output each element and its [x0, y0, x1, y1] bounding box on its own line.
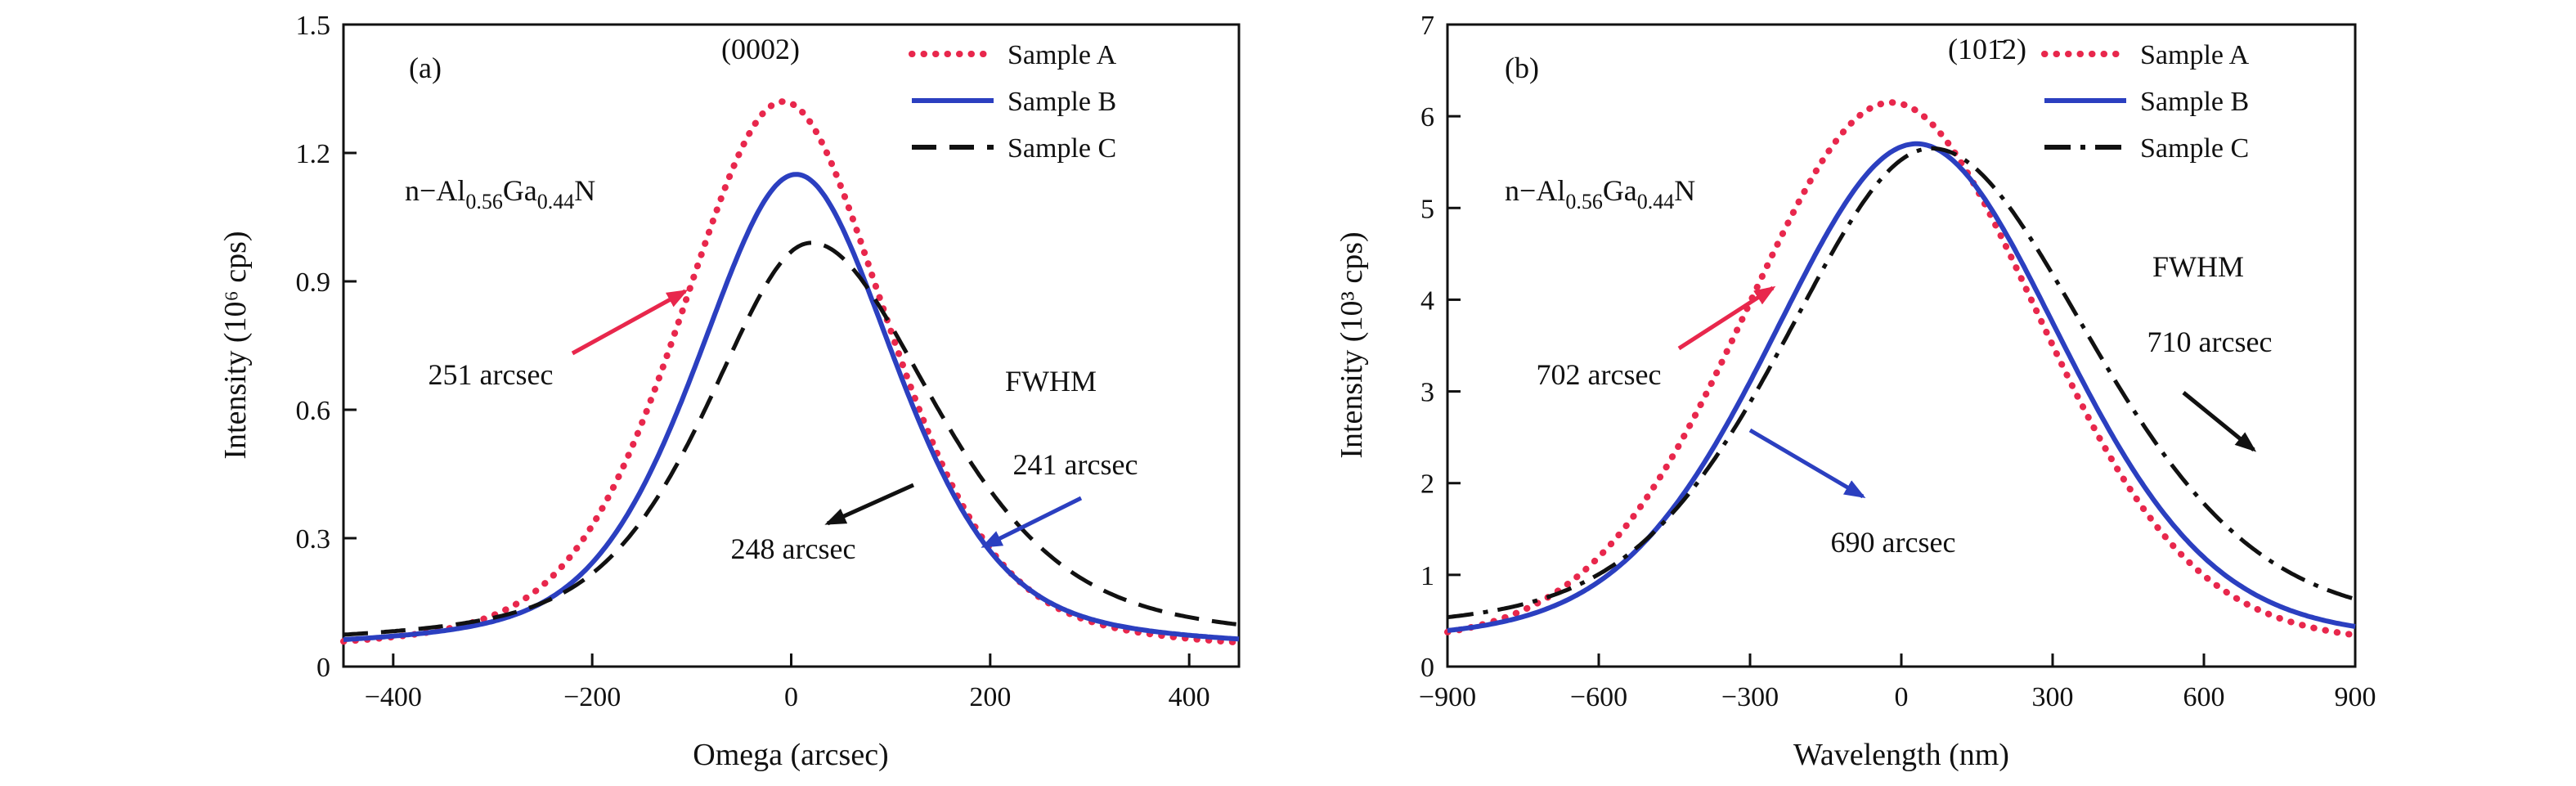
- y-tick-label: 1.5: [296, 11, 331, 41]
- legend-label-sample-a: Sample A: [1008, 40, 1117, 70]
- y-axis-title: Intensity (10⁶ cps): [218, 231, 253, 459]
- curves-layer: [340, 98, 1242, 646]
- x-tick-label: 900: [2335, 682, 2376, 712]
- reflection-label: (101̄2): [1948, 33, 2026, 65]
- y-tick-label: 0.3: [296, 524, 331, 555]
- curve-sample-c: [343, 240, 1240, 637]
- legend: Sample A Sample B Sample C: [2041, 40, 2250, 164]
- axes-layer: −400 −200 0 200 400 0 0.3 0.6 0.9 1.2 1.5: [296, 11, 1210, 712]
- fwhm-title: FWHM: [2152, 250, 2244, 283]
- x-tick-label: −600: [1570, 682, 1627, 712]
- fwhm-arrow-sample-c: [2182, 391, 2257, 452]
- fwhm-arrow-sample-b: [1748, 428, 1866, 499]
- x-tick-label: 300: [2032, 682, 2074, 712]
- panel-a: −400 −200 0 200 400 0 0.3 0.6 0.9 1.2 1.5 (a) (000…: [218, 11, 1242, 772]
- panel-b: −900 −600 −300 0 300 600 900 0 1 2 3 4 5 6 7 (b) (101̄…: [1335, 11, 2376, 772]
- fwhm-arrow-sample-a: [571, 289, 689, 356]
- x-tick-label: 600: [2183, 682, 2225, 712]
- y-tick-label: 0: [316, 653, 330, 683]
- axes-layer: −900 −600 −300 0 300 600 900 0 1 2 3 4 5 6 7: [1419, 11, 2376, 712]
- y-tick-label: 2: [1420, 469, 1434, 500]
- y-tick-label: 0.6: [296, 396, 331, 426]
- legend-label-sample-c: Sample C: [1008, 133, 1116, 164]
- legend-label-sample-c: Sample C: [2140, 133, 2249, 164]
- fwhm-title: FWHM: [1005, 365, 1097, 397]
- legend: Sample A Sample B Sample C: [909, 40, 1117, 164]
- y-tick-label: 1.2: [296, 139, 331, 169]
- y-tick-label: 3: [1420, 378, 1434, 408]
- plot-frame: [342, 23, 1241, 668]
- y-tick-label: 0.9: [296, 267, 331, 298]
- legend-label-sample-a: Sample A: [2140, 40, 2250, 70]
- y-axis-title: Intensity (10³ cps): [1335, 231, 1369, 458]
- panel-label: (a): [409, 52, 442, 84]
- material-formula: n−Al0.56Ga0.44N: [1505, 174, 1695, 213]
- legend-label-sample-b: Sample B: [1008, 87, 1116, 117]
- y-tick-label: 7: [1420, 11, 1434, 41]
- legend-label-sample-b: Sample B: [2140, 87, 2249, 117]
- curve-sample-b: [343, 172, 1240, 642]
- x-tick-label: −200: [563, 682, 621, 712]
- curves-layer: [1444, 99, 2358, 639]
- fwhm-value-sample-c: 710 arcsec: [2147, 326, 2273, 358]
- fwhm-arrow-sample-c: [824, 483, 915, 526]
- y-tick-label: 5: [1420, 194, 1434, 224]
- curve-sample-c: [1447, 146, 2356, 620]
- curve-sample-b: [1447, 141, 2356, 633]
- fwhm-value-sample-a: 251 arcsec: [429, 358, 554, 391]
- y-tick-label: 6: [1420, 102, 1434, 132]
- fwhm-arrow-sample-a: [1677, 285, 1776, 351]
- reflection-label: (0002): [721, 33, 800, 65]
- curve-sample-a: [1444, 99, 2358, 639]
- x-tick-label: 400: [1169, 682, 1210, 712]
- fwhm-value-sample-a: 702 arcsec: [1537, 358, 1662, 391]
- y-tick-label: 1: [1420, 561, 1434, 591]
- y-tick-label: 0: [1420, 653, 1434, 683]
- x-tick-label: 200: [969, 682, 1011, 712]
- x-axis-title: Omega (arcsec): [693, 738, 888, 772]
- y-tick-label: 4: [1420, 285, 1434, 316]
- x-tick-label: −900: [1419, 682, 1476, 712]
- material-formula: n−Al0.56Ga0.44N: [405, 174, 595, 213]
- fwhm-value-sample-c: 248 arcsec: [731, 532, 856, 565]
- fwhm-value-sample-b: 241 arcsec: [1013, 448, 1138, 481]
- fwhm-arrow-sample-b: [981, 496, 1083, 549]
- x-tick-label: −400: [365, 682, 422, 712]
- x-tick-label: −300: [1721, 682, 1779, 712]
- x-tick-label: 0: [784, 682, 798, 712]
- x-axis-title: Wavelength (nm): [1793, 738, 2009, 772]
- fwhm-value-sample-b: 690 arcsec: [1831, 526, 1956, 559]
- panel-label: (b): [1505, 52, 1539, 84]
- x-tick-label: 0: [1895, 682, 1909, 712]
